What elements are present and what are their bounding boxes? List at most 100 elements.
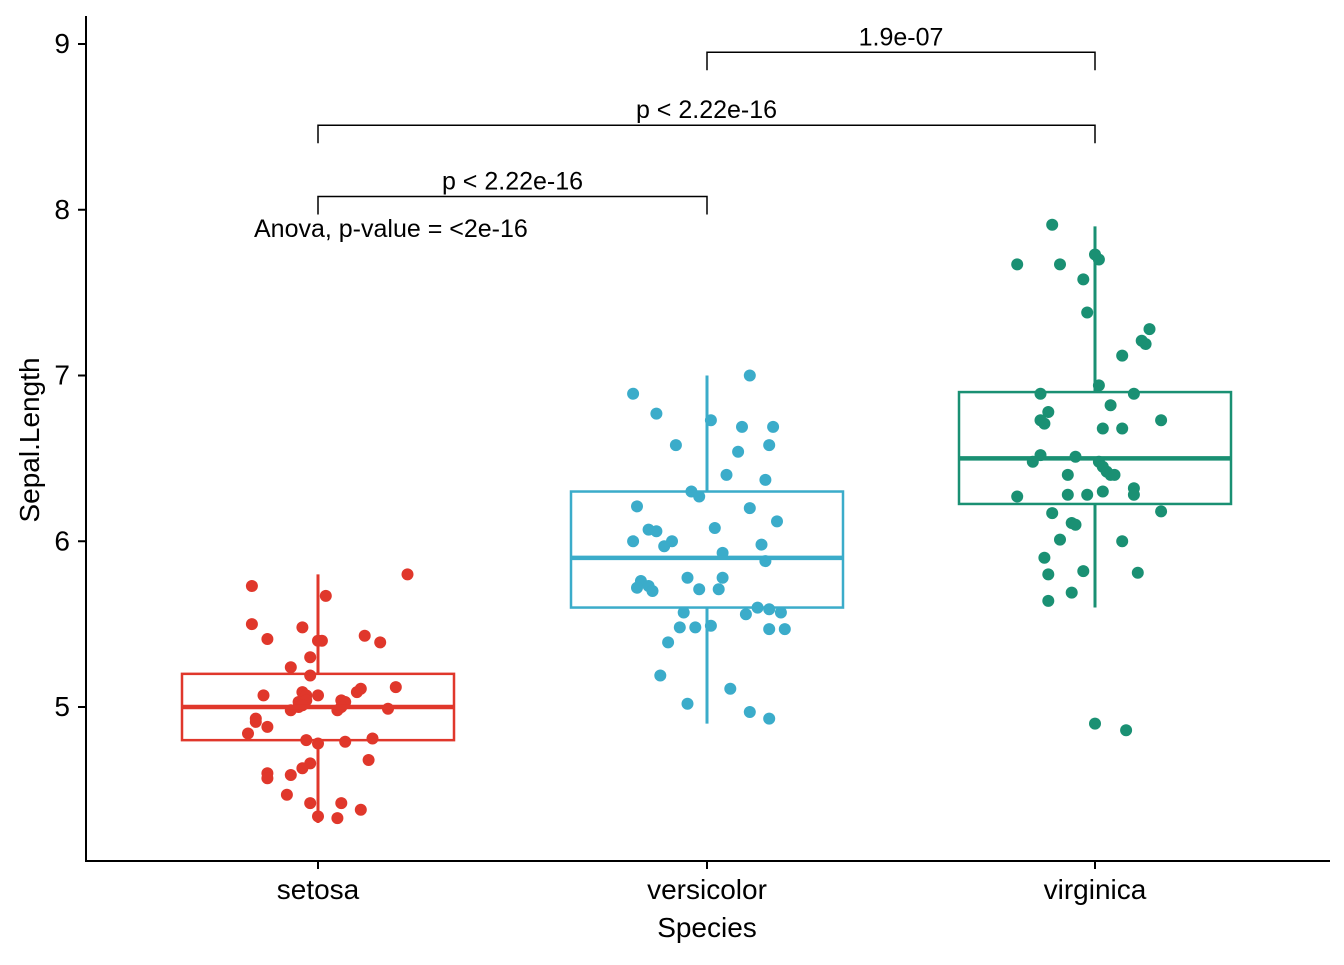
box-versicolor bbox=[569, 490, 845, 609]
data-point-versicolor bbox=[662, 636, 675, 649]
data-point-versicolor bbox=[724, 682, 737, 695]
data-point-virginica bbox=[1046, 218, 1059, 231]
data-point-virginica bbox=[1116, 349, 1129, 362]
data-point-virginica bbox=[1096, 422, 1109, 435]
data-point-versicolor bbox=[650, 525, 663, 538]
y-tick-label: 9 bbox=[54, 28, 70, 59]
data-point-virginica bbox=[1046, 507, 1059, 520]
data-point-versicolor bbox=[732, 445, 745, 458]
data-point-versicolor bbox=[755, 538, 768, 551]
data-point-virginica bbox=[1061, 468, 1074, 481]
data-point-virginica bbox=[1116, 422, 1129, 435]
data-point-setosa bbox=[389, 681, 402, 694]
data-point-setosa bbox=[249, 715, 262, 728]
data-point-versicolor bbox=[631, 581, 643, 594]
data-point-virginica bbox=[1011, 258, 1024, 271]
data-point-versicolor bbox=[778, 623, 791, 636]
data-point-virginica bbox=[1143, 323, 1156, 336]
data-point-setosa bbox=[296, 621, 309, 634]
data-point-versicolor bbox=[677, 606, 690, 619]
data-point-setosa bbox=[261, 633, 274, 645]
data-point-versicolor bbox=[627, 387, 640, 400]
data-point-versicolor bbox=[743, 706, 756, 718]
data-point-setosa bbox=[354, 682, 367, 695]
x-tick-label: setosa bbox=[277, 874, 360, 905]
ticks-layer: 5 6 7 8 9 setosa versicolor virginica bbox=[54, 28, 1146, 905]
data-point-versicolor bbox=[763, 712, 776, 725]
data-point-virginica bbox=[1042, 406, 1055, 418]
x-tick-label: virginica bbox=[1044, 874, 1147, 905]
data-point-virginica bbox=[1096, 485, 1109, 498]
data-point-versicolor bbox=[627, 535, 640, 548]
points-layer bbox=[242, 218, 1168, 825]
data-point-versicolor bbox=[654, 669, 667, 682]
data-point-virginica bbox=[1061, 488, 1074, 501]
data-point-versicolor bbox=[708, 522, 721, 534]
data-point-versicolor bbox=[743, 502, 756, 515]
data-point-virginica bbox=[1065, 586, 1078, 599]
comparison-label: 1.9e-07 bbox=[859, 23, 944, 51]
data-point-virginica bbox=[1077, 273, 1090, 286]
data-point-virginica bbox=[1038, 551, 1051, 564]
box-virginica bbox=[957, 390, 1233, 506]
data-point-versicolor bbox=[673, 621, 686, 634]
data-point-virginica bbox=[1054, 533, 1066, 546]
data-point-versicolor bbox=[763, 439, 776, 452]
data-point-setosa bbox=[362, 754, 375, 766]
anova-annotation: Anova, p-value = <2e-16 bbox=[254, 215, 528, 243]
y-tick-label: 5 bbox=[54, 691, 70, 722]
data-point-virginica bbox=[1089, 717, 1101, 730]
data-point-setosa bbox=[245, 618, 258, 631]
data-point-virginica bbox=[1077, 565, 1090, 578]
data-point-versicolor bbox=[759, 473, 772, 486]
data-point-virginica bbox=[1104, 399, 1117, 412]
data-point-virginica bbox=[1081, 488, 1094, 501]
data-point-versicolor bbox=[712, 583, 725, 596]
data-point-setosa bbox=[304, 669, 317, 682]
data-point-versicolor bbox=[720, 468, 733, 481]
y-tick-label: 6 bbox=[54, 525, 70, 556]
x-axis-title: Species bbox=[657, 912, 757, 943]
data-point-setosa bbox=[261, 772, 274, 785]
data-point-setosa bbox=[374, 636, 387, 649]
data-point-setosa bbox=[261, 720, 274, 733]
data-point-versicolor bbox=[693, 490, 706, 503]
data-point-virginica bbox=[1011, 490, 1024, 503]
boxes-layer bbox=[180, 226, 1233, 824]
data-point-setosa bbox=[335, 797, 348, 810]
data-point-setosa bbox=[304, 651, 317, 664]
data-point-setosa bbox=[257, 689, 270, 702]
data-point-setosa bbox=[401, 568, 414, 581]
data-point-versicolor bbox=[669, 439, 682, 452]
data-point-versicolor bbox=[693, 583, 706, 596]
data-point-versicolor bbox=[763, 603, 776, 616]
data-point-virginica bbox=[1054, 258, 1066, 271]
data-point-virginica bbox=[1081, 306, 1094, 319]
data-point-setosa bbox=[366, 732, 379, 745]
y-tick-label: 7 bbox=[54, 360, 70, 391]
data-point-virginica bbox=[1139, 338, 1152, 350]
data-point-versicolor bbox=[774, 606, 787, 619]
data-point-versicolor bbox=[771, 515, 783, 528]
data-point-versicolor bbox=[646, 585, 659, 597]
data-point-virginica bbox=[1042, 568, 1055, 581]
comparison-bracket bbox=[317, 124, 1096, 144]
data-point-virginica bbox=[1116, 535, 1129, 548]
y-axis-title: Sepal.Length bbox=[14, 357, 45, 522]
data-point-setosa bbox=[339, 735, 352, 748]
data-point-virginica bbox=[1155, 505, 1168, 518]
data-point-setosa bbox=[312, 689, 324, 702]
data-point-versicolor bbox=[767, 420, 780, 433]
data-point-setosa bbox=[296, 762, 309, 775]
data-point-versicolor bbox=[689, 621, 702, 634]
data-point-setosa bbox=[284, 769, 297, 781]
data-point-setosa bbox=[354, 803, 367, 816]
y-tick-label: 8 bbox=[54, 194, 70, 225]
data-point-setosa bbox=[304, 797, 317, 810]
data-point-setosa bbox=[284, 661, 297, 674]
x-tick-label: versicolor bbox=[647, 874, 767, 905]
comparison-label: p < 2.22e-16 bbox=[636, 96, 777, 124]
data-point-versicolor bbox=[739, 608, 752, 621]
comparison-bracket bbox=[706, 51, 1096, 71]
